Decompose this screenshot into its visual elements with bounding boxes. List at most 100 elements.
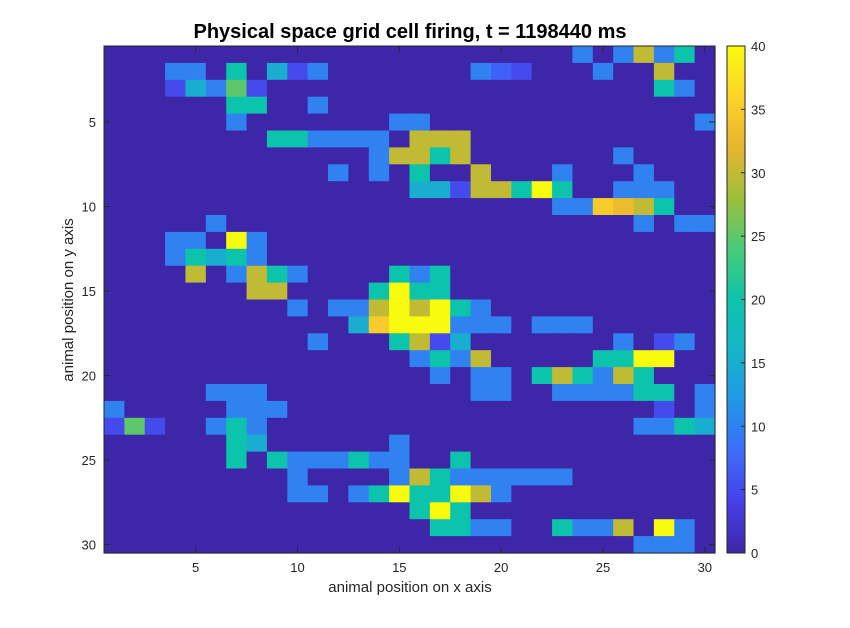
- heatmap-cell: [205, 231, 227, 250]
- heatmap-cell: [348, 434, 370, 453]
- heatmap-cell: [552, 164, 574, 182]
- heatmap-cell: [511, 417, 533, 436]
- heatmap-cell: [429, 113, 451, 132]
- heatmap-cell: [205, 485, 227, 503]
- heatmap-cell: [266, 367, 288, 385]
- heatmap-cell: [450, 350, 472, 368]
- heatmap-cell: [389, 502, 411, 520]
- heatmap-cell: [613, 316, 635, 334]
- heatmap-cell: [429, 350, 451, 368]
- heatmap-cell: [185, 451, 207, 470]
- heatmap-cell: [531, 485, 553, 503]
- heatmap-cell: [307, 248, 329, 267]
- heatmap-cell: [470, 164, 492, 182]
- heatmap-cell: [389, 417, 411, 436]
- heatmap-cell: [531, 130, 553, 148]
- heatmap-cell: [389, 519, 411, 537]
- heatmap-cell: [674, 468, 696, 486]
- heatmap-cell: [205, 113, 227, 132]
- heatmap-cell: [165, 350, 187, 368]
- heatmap-cell: [490, 350, 512, 368]
- heatmap-cell: [572, 198, 594, 216]
- heatmap-cell: [674, 502, 696, 520]
- heatmap-cell: [205, 536, 227, 554]
- heatmap-cell: [389, 147, 411, 165]
- heatmap-cell: [633, 198, 655, 216]
- heatmap-cell: [429, 536, 451, 554]
- heatmap-cell: [450, 400, 472, 419]
- heatmap-cell: [307, 282, 329, 301]
- heatmap-cell: [409, 96, 431, 115]
- heatmap-cell: [511, 181, 533, 199]
- heatmap-cell: [307, 96, 329, 115]
- heatmap-cell: [246, 536, 268, 554]
- heatmap-cell: [592, 502, 614, 520]
- heatmap-cell: [674, 96, 696, 115]
- x-tick-label: 25: [596, 560, 610, 575]
- heatmap-cell: [287, 384, 309, 402]
- heatmap-cell: [694, 384, 716, 402]
- heatmap-cell: [572, 62, 594, 81]
- heatmap-cell: [470, 46, 492, 64]
- heatmap-cell: [674, 316, 696, 334]
- heatmap-cell: [328, 113, 349, 132]
- heatmap-cell: [389, 164, 411, 182]
- heatmap-cell: [389, 130, 411, 148]
- heatmap-cell: [674, 130, 696, 148]
- heatmap-cell: [266, 147, 288, 165]
- heatmap-cell: [287, 62, 309, 81]
- heatmap-cell: [165, 451, 187, 470]
- heatmap-cell: [348, 198, 370, 216]
- heatmap-cell: [389, 350, 411, 368]
- heatmap-cell: [348, 468, 370, 486]
- heatmap-cell: [124, 46, 146, 64]
- heatmap-cell: [613, 485, 635, 503]
- heatmap-cell: [368, 147, 390, 165]
- heatmap-cell: [368, 468, 390, 486]
- heatmap-cell: [531, 519, 553, 537]
- heatmap-cell: [409, 130, 431, 148]
- heatmap-cell: [287, 96, 309, 115]
- heatmap-cell: [409, 46, 431, 64]
- heatmap-cell: [653, 198, 675, 216]
- heatmap-cell: [348, 384, 370, 402]
- y-tick-label: 30: [82, 538, 96, 553]
- heatmap-cell: [572, 113, 594, 132]
- heatmap-cell: [389, 113, 411, 132]
- heatmap-cell: [307, 502, 329, 520]
- heatmap-cell: [389, 468, 411, 486]
- heatmap-cell: [633, 282, 655, 301]
- heatmap-cell: [674, 282, 696, 301]
- heatmap-cell: [674, 198, 696, 216]
- heatmap-cell: [653, 299, 675, 317]
- heatmap-cell: [185, 282, 207, 301]
- heatmap-cell: [511, 147, 533, 165]
- heatmap-cell: [266, 485, 288, 503]
- heatmap-cell: [226, 79, 248, 98]
- heatmap-cell: [531, 164, 553, 182]
- heatmap-cell: [429, 519, 451, 537]
- heatmap-cell: [205, 333, 227, 351]
- heatmap-cell: [511, 434, 533, 453]
- heatmap-cell: [246, 265, 268, 284]
- heatmap-cell: [185, 485, 207, 503]
- heatmap-cell: [694, 519, 716, 537]
- heatmap-cell: [572, 265, 594, 284]
- heatmap-cell: [531, 147, 553, 165]
- heatmap-cell: [266, 400, 288, 419]
- heatmap-cell: [226, 451, 248, 470]
- heatmap-cell: [165, 113, 187, 132]
- heatmap-cell: [613, 113, 635, 132]
- heatmap-cell: [409, 181, 431, 199]
- heatmap-cell: [511, 468, 533, 486]
- heatmap-cell: [348, 299, 370, 317]
- heatmap-cell: [266, 113, 288, 132]
- heatmap-cell: [165, 333, 187, 351]
- heatmap-cell: [307, 181, 329, 199]
- heatmap-cell: [287, 130, 309, 148]
- heatmap-cell: [185, 519, 207, 537]
- heatmap-cell: [287, 417, 309, 436]
- heatmap-cell: [124, 164, 146, 182]
- heatmap-cell: [144, 384, 166, 402]
- heatmap-cell: [613, 519, 635, 537]
